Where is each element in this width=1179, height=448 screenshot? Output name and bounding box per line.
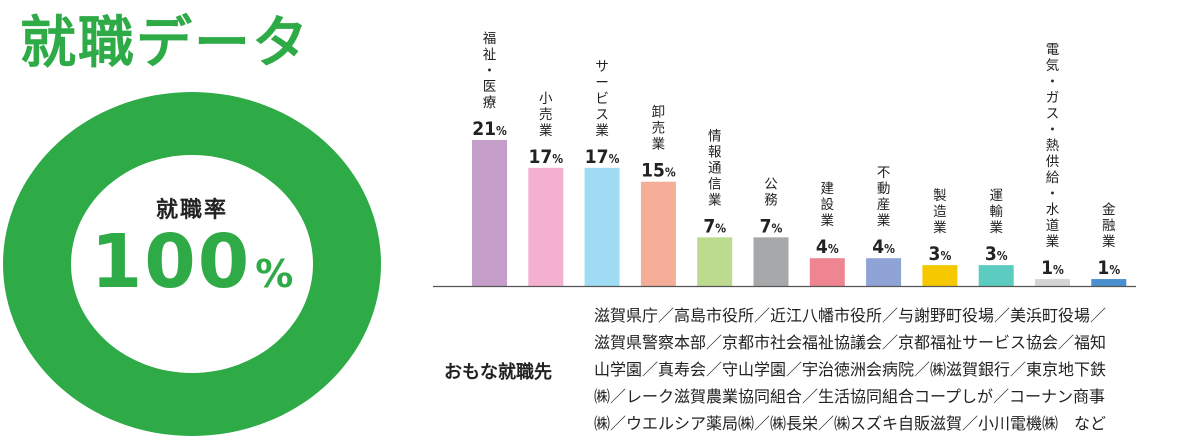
bar bbox=[640, 181, 676, 286]
data-label: 7% bbox=[760, 215, 783, 237]
bar bbox=[584, 167, 620, 286]
bar bbox=[1035, 279, 1070, 286]
bar bbox=[1091, 279, 1127, 286]
employers-line: 山学園／真寿会／守山学園／宇治徳洲会病院／㈱滋賀銀行／東京地下鉄 bbox=[594, 360, 1107, 379]
industry-bar-chart: 21% 福祉・医療 17% 小売業 17% サービス業 15% 卸売業 7% 情報通信業 7% 公務 4… bbox=[433, 31, 1136, 288]
data-label: 17% bbox=[585, 146, 620, 168]
employment-rate-value: 100% bbox=[3, 220, 381, 324]
bar bbox=[922, 265, 958, 286]
category-label: 金融業 bbox=[1102, 202, 1116, 250]
employers-line: ㈱／ウエルシア薬局㈱／㈱長栄／㈱スズキ自販滋賀／小川電機㈱ など bbox=[594, 414, 1107, 433]
data-label: 17% bbox=[528, 146, 563, 168]
category-label: 卸売業 bbox=[652, 105, 666, 153]
employers-line: ㈱／レーク滋賀農業協同組合／生活協同組合コープしが／コーナン商事 bbox=[594, 387, 1106, 406]
data-label: 4% bbox=[816, 236, 839, 258]
page-title: 就職データ bbox=[20, 11, 310, 76]
bar bbox=[697, 237, 733, 286]
data-label: 1% bbox=[1041, 257, 1064, 279]
data-label: 7% bbox=[703, 215, 726, 237]
bar bbox=[528, 167, 564, 286]
category-label: 製造業 bbox=[933, 188, 947, 236]
data-label: 3% bbox=[985, 243, 1008, 265]
data-label: 1% bbox=[1097, 257, 1120, 279]
employment-rate-donut: 就職率 100% bbox=[3, 92, 381, 436]
data-label: 3% bbox=[929, 243, 952, 265]
employers-heading: おもな就職先 bbox=[444, 362, 552, 383]
category-label: 小売業 bbox=[539, 91, 553, 139]
category-label: 運輸業 bbox=[989, 188, 1003, 236]
employment-rate-label: 就職率 bbox=[155, 198, 228, 223]
employers-list: 滋賀県庁／高島市役所／近江八幡市役所／与謝野町役場／美浜町役場／ 滋賀県警察本部… bbox=[594, 302, 1166, 437]
category-label: 情報通信業 bbox=[708, 128, 722, 208]
employment-rate-number: 100 bbox=[90, 219, 252, 305]
category-label: 不動産業 bbox=[877, 165, 891, 229]
bar bbox=[753, 237, 789, 286]
category-label: サービス業 bbox=[595, 59, 609, 139]
bar bbox=[978, 265, 1014, 286]
donut-hole bbox=[71, 155, 313, 373]
category-label: 福祉・医療 bbox=[483, 31, 497, 111]
data-label: 15% bbox=[641, 160, 676, 182]
data-label: 21% bbox=[472, 118, 507, 140]
data-label: 4% bbox=[872, 236, 895, 258]
bar bbox=[866, 258, 902, 286]
employers-line: 滋賀県警察本部／京都市社会福祉協議会／京都福祉サービス協会／福知 bbox=[594, 333, 1107, 352]
category-label: 公務 bbox=[764, 176, 778, 208]
category-label: 電気・ガス・熱供給・水道業 bbox=[1046, 42, 1060, 250]
employment-rate-unit: % bbox=[255, 252, 294, 296]
category-label: 建設業 bbox=[821, 181, 835, 229]
employers-line: 滋賀県庁／高島市役所／近江八幡市役所／与謝野町役場／美浜町役場／ bbox=[594, 306, 1107, 325]
bar bbox=[472, 140, 507, 286]
bar bbox=[809, 258, 845, 286]
